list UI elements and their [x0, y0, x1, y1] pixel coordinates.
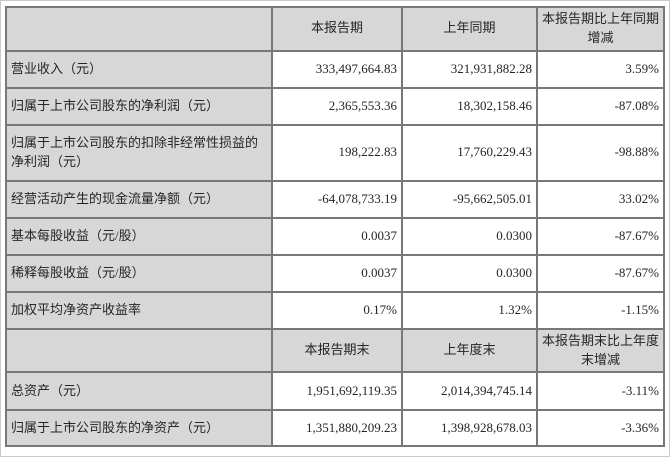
- table-row-weighted-avg-roe: 加权平均净资产收益率 0.17% 1.32% -1.15%: [5, 290, 665, 330]
- empty-header-cell: [5, 327, 273, 374]
- change-value: 3.59%: [536, 49, 665, 89]
- table-row-diluted-eps: 稀释每股收益（元/股） 0.0037 0.0300 -87.67%: [5, 253, 665, 293]
- prior-period-value: 1,398,928,678.03: [401, 409, 538, 448]
- row-label: 总资产（元）: [5, 371, 273, 412]
- row-label: 归属于上市公司股东的净利润（元）: [5, 86, 273, 126]
- header-row-period: 本报告期 上年同期 本报告期比上年同期增减: [5, 6, 665, 52]
- current-period-value: 198,222.83: [271, 123, 403, 182]
- col-header-prior-year-end: 上年度末: [401, 327, 538, 374]
- prior-period-value: 1.32%: [401, 290, 538, 330]
- table-row-basic-eps: 基本每股收益（元/股） 0.0037 0.0300 -87.67%: [5, 216, 665, 256]
- current-period-value: 0.17%: [271, 290, 403, 330]
- change-value: -87.67%: [536, 216, 665, 256]
- table-row-net-profit: 归属于上市公司股东的净利润（元） 2,365,553.36 18,302,158…: [5, 86, 665, 126]
- row-label: 归属于上市公司股东的扣除非经常性损益的净利润（元）: [5, 123, 273, 182]
- prior-period-value: 18,302,158.46: [401, 86, 538, 126]
- change-value: -87.08%: [536, 86, 665, 126]
- change-value: -3.36%: [536, 409, 665, 448]
- current-period-value: 0.0037: [271, 216, 403, 256]
- current-period-value: 2,365,553.36: [271, 86, 403, 126]
- current-period-value: 0.0037: [271, 253, 403, 293]
- col-header-prior-period: 上年同期: [401, 6, 538, 52]
- prior-period-value: 321,931,882.28: [401, 49, 538, 89]
- empty-header-cell: [5, 6, 273, 52]
- prior-period-value: 0.0300: [401, 216, 538, 256]
- change-value: -3.11%: [536, 371, 665, 412]
- row-label: 稀释每股收益（元/股）: [5, 253, 273, 293]
- table-row-net-profit-excl-nonrecurring: 归属于上市公司股东的扣除非经常性损益的净利润（元） 198,222.83 17,…: [5, 123, 665, 182]
- prior-period-value: 2,014,394,745.14: [401, 371, 538, 412]
- current-period-value: 1,951,692,119.35: [271, 371, 403, 412]
- change-value: -1.15%: [536, 290, 665, 330]
- table-row-net-assets: 归属于上市公司股东的净资产（元） 1,351,880,209.23 1,398,…: [5, 409, 665, 448]
- prior-period-value: 0.0300: [401, 253, 538, 293]
- row-label: 基本每股收益（元/股）: [5, 216, 273, 256]
- current-period-value: -64,078,733.19: [271, 179, 403, 219]
- change-value: -98.88%: [536, 123, 665, 182]
- col-header-period-end-change: 本报告期末比上年度末增减: [536, 327, 665, 374]
- current-period-value: 333,497,664.83: [271, 49, 403, 89]
- financial-summary-table: 本报告期 上年同期 本报告期比上年同期增减 营业收入（元） 333,497,66…: [5, 6, 665, 448]
- row-label: 加权平均净资产收益率: [5, 290, 273, 330]
- header-row-period-end: 本报告期末 上年度末 本报告期末比上年度末增减: [5, 327, 665, 374]
- table-row-operating-cash-flow: 经营活动产生的现金流量净额（元） -64,078,733.19 -95,662,…: [5, 179, 665, 219]
- current-period-value: 1,351,880,209.23: [271, 409, 403, 448]
- prior-period-value: -95,662,505.01: [401, 179, 538, 219]
- row-label: 归属于上市公司股东的净资产（元）: [5, 409, 273, 448]
- col-header-current-period-end: 本报告期末: [271, 327, 403, 374]
- change-value: -87.67%: [536, 253, 665, 293]
- col-header-current-period: 本报告期: [271, 6, 403, 52]
- row-label: 经营活动产生的现金流量净额（元）: [5, 179, 273, 219]
- col-header-period-change: 本报告期比上年同期增减: [536, 6, 665, 52]
- prior-period-value: 17,760,229.43: [401, 123, 538, 182]
- row-label: 营业收入（元）: [5, 49, 273, 89]
- change-value: 33.02%: [536, 179, 665, 219]
- table-row-revenue: 营业收入（元） 333,497,664.83 321,931,882.28 3.…: [5, 49, 665, 89]
- table-row-total-assets: 总资产（元） 1,951,692,119.35 2,014,394,745.14…: [5, 371, 665, 412]
